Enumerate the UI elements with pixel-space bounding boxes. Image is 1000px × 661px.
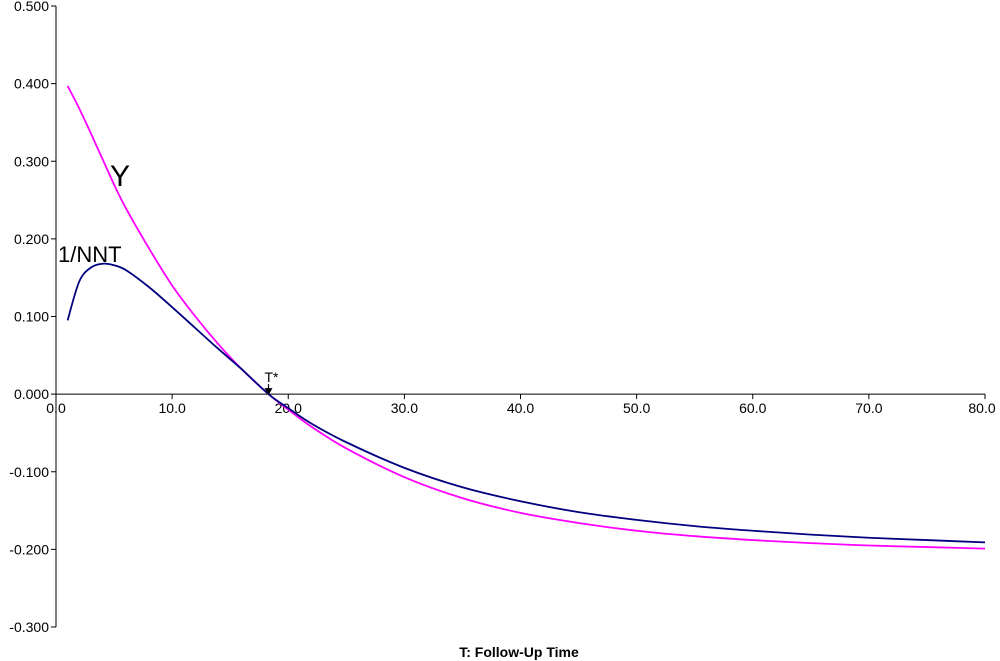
y-tick-label: 0.100 (14, 309, 49, 325)
y-tick-label: 0.500 (14, 0, 49, 14)
x-tick-label: 30.0 (391, 400, 418, 416)
series-label-1-nnt: 1/NNT (58, 242, 122, 267)
t-star-label: T* (265, 369, 280, 385)
x-tick-label: 50.0 (623, 400, 650, 416)
series-line-y (66, 85, 986, 550)
y-ticks: 0.500 0.400 0.300 0.200 0.100 0.000 -0.100 -0.2… (9, 0, 56, 635)
x-tick-label: 70.0 (855, 400, 882, 416)
series-label-y: Y (110, 160, 130, 193)
x-tick-label: 10.0 (159, 400, 186, 416)
y-tick-label: -0.200 (9, 541, 49, 557)
series-lines (66, 85, 986, 550)
y-tick-label: 0.300 (14, 153, 49, 169)
y-tick-label: 0.400 (14, 76, 49, 92)
y-tick-label: -0.300 (9, 619, 49, 635)
x-tick-label: 80.0 (968, 400, 995, 416)
x-tick-label: 0.0 (46, 400, 66, 416)
series-line-1-nnt (66, 262, 986, 544)
t-star-annotation: T* (264, 369, 280, 396)
x-tick-label: 60.0 (739, 400, 766, 416)
y-tick-label: 0.200 (14, 231, 49, 247)
x-ticks: 0.0 10.0 20.0 30.0 40.0 50.0 60.0 70.0 80.0 (46, 394, 996, 416)
x-axis-title: T: Follow-Up Time (459, 644, 579, 660)
y-tick-label: 0.000 (14, 386, 49, 402)
y-tick-label: -0.100 (9, 464, 49, 480)
t-star-arrow-head (264, 388, 273, 396)
x-tick-label: 40.0 (507, 400, 534, 416)
